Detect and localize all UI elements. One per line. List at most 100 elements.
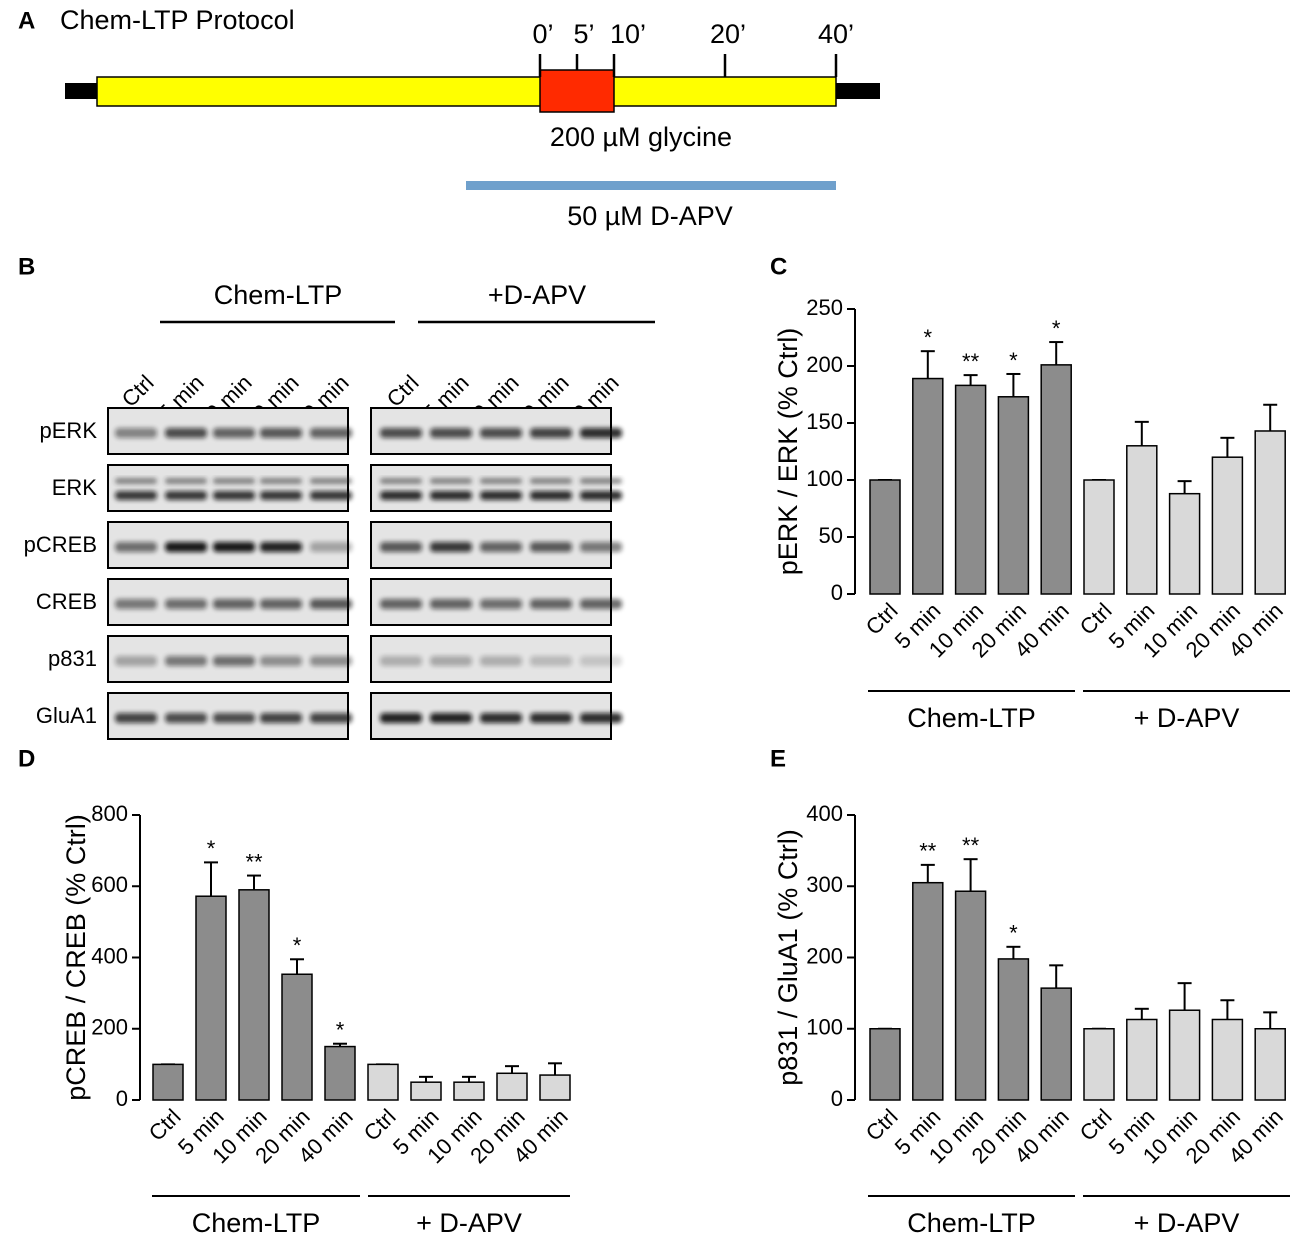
band	[213, 713, 255, 723]
bar	[912, 881, 944, 1101]
band	[430, 478, 472, 484]
bar	[1083, 479, 1115, 595]
band	[165, 713, 207, 723]
band	[480, 542, 522, 552]
band	[430, 491, 472, 500]
y-axis-label: pERK / ERK (% Ctrl)	[773, 328, 803, 576]
y-tick-label: 800	[91, 801, 128, 826]
band	[530, 656, 572, 666]
bar	[539, 1074, 571, 1101]
band	[580, 599, 622, 609]
bar	[1254, 1028, 1286, 1101]
band	[310, 428, 352, 438]
time-ticks	[538, 54, 838, 77]
band	[260, 478, 302, 484]
significance-label: *	[1009, 348, 1018, 373]
band	[580, 428, 622, 438]
significance-label: *	[293, 933, 302, 958]
band	[115, 542, 157, 552]
group-label: + D-APV	[1134, 703, 1240, 733]
panel-letter: A	[18, 7, 35, 34]
panel-letter: B	[18, 253, 35, 280]
band	[530, 599, 572, 609]
time-label: 5’	[573, 19, 594, 49]
band	[430, 656, 472, 666]
band	[165, 478, 207, 484]
band	[380, 542, 422, 552]
band	[380, 478, 422, 484]
band	[213, 428, 255, 438]
apv-label: 50 µM D-APV	[567, 201, 733, 231]
y-tick-label: 400	[806, 801, 843, 826]
bar	[954, 890, 987, 1101]
band	[480, 713, 522, 723]
group-label: Chem-LTP	[192, 1208, 321, 1238]
row-label: pERK	[40, 418, 98, 443]
bar	[1126, 445, 1158, 595]
significance-label: *	[1052, 316, 1061, 341]
y-axis-label: pCREB / CREB (% Ctrl)	[61, 814, 91, 1101]
panel-letter: C	[770, 253, 787, 280]
significance-label: **	[245, 849, 263, 874]
band	[380, 713, 422, 723]
row-label: ERK	[52, 475, 98, 500]
band	[165, 656, 207, 666]
band	[213, 542, 255, 552]
bar	[367, 1063, 399, 1101]
time-label: 20’	[710, 19, 746, 49]
band	[480, 599, 522, 609]
y-tick-label: 600	[91, 872, 128, 897]
y-tick-label: 0	[831, 1086, 843, 1111]
y-tick-label: 0	[831, 580, 843, 605]
band	[115, 428, 157, 438]
row-label: pCREB	[24, 532, 97, 557]
bar	[997, 396, 1030, 595]
band	[310, 542, 352, 552]
band	[530, 428, 572, 438]
band	[530, 491, 572, 500]
y-tick-label: 100	[806, 466, 843, 491]
band	[430, 542, 472, 552]
band	[213, 491, 255, 500]
bar	[238, 889, 270, 1101]
apv-bar	[466, 181, 836, 190]
band	[430, 428, 472, 438]
y-tick-label: 150	[806, 409, 843, 434]
band	[115, 478, 157, 484]
band	[480, 478, 522, 484]
band	[310, 491, 352, 500]
band	[115, 491, 157, 500]
row-label: CREB	[36, 589, 97, 614]
band	[430, 713, 472, 723]
y-tick-label: 200	[91, 1015, 128, 1040]
band	[580, 713, 622, 723]
band	[260, 599, 302, 609]
band	[530, 713, 572, 723]
group-label: Chem-LTP	[907, 703, 1036, 733]
band	[380, 599, 422, 609]
bar	[410, 1081, 442, 1101]
band	[310, 656, 352, 666]
band	[260, 656, 302, 666]
y-tick-label: 200	[806, 943, 843, 968]
band	[380, 428, 422, 438]
y-tick-label: 250	[806, 295, 843, 320]
blot	[107, 464, 349, 512]
y-tick-label: 400	[91, 943, 128, 968]
lane-label: Ctrl	[382, 370, 424, 412]
bar	[1211, 456, 1244, 595]
y-tick-label: 300	[806, 872, 843, 897]
lane-label: Ctrl	[117, 370, 159, 412]
band	[530, 542, 572, 552]
y-axis-label: p831 / GluA1 (% Ctrl)	[773, 829, 803, 1086]
band	[480, 428, 522, 438]
significance-label: *	[924, 325, 933, 350]
band	[260, 428, 302, 438]
y-tick-label: 100	[806, 1015, 843, 1040]
bar	[997, 958, 1030, 1101]
band	[310, 599, 352, 609]
band	[260, 491, 302, 500]
bar	[1040, 364, 1072, 595]
row-label: GluA1	[36, 703, 97, 728]
